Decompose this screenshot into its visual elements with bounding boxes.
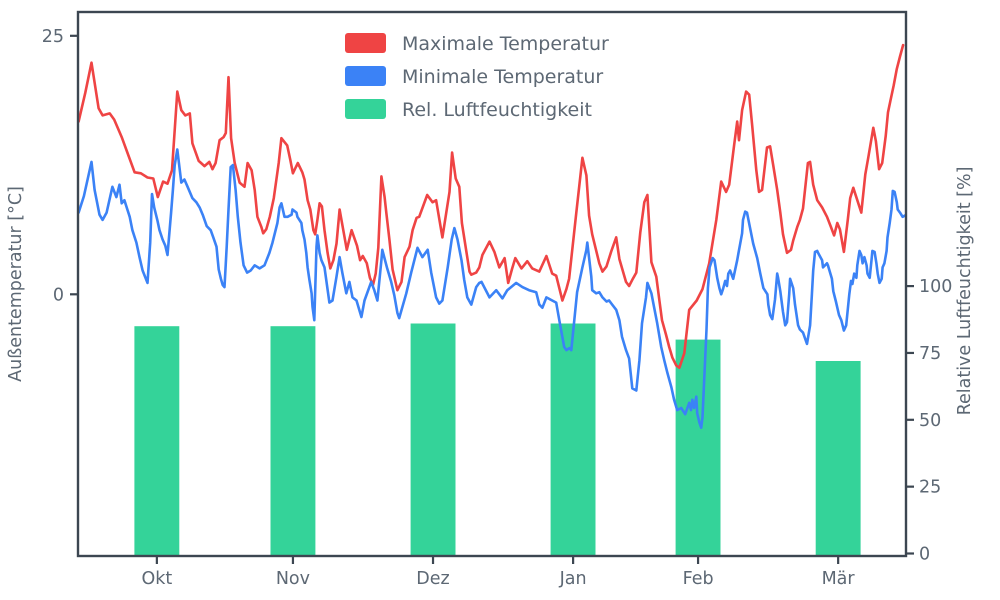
temperature-lines-layer	[78, 43, 906, 430]
humidity-bar-Dez	[410, 323, 456, 556]
legend-label-humidity: Rel. Luftfeuchtigkeit	[402, 99, 592, 121]
legend-label-max-temp: Maximale Temperatur	[402, 33, 609, 55]
x-tick-label-Okt: Okt	[142, 569, 173, 589]
left-tick-label: 25	[42, 27, 64, 47]
humidity-bar-Mär	[815, 361, 861, 556]
x-tick-label-Feb: Feb	[683, 569, 714, 589]
right-tick-label: 75	[919, 344, 941, 364]
x-tick-label-Mär: Mär	[822, 569, 856, 589]
humidity-bar-Jan	[550, 323, 596, 556]
x-tick-label-Nov: Nov	[276, 569, 310, 589]
humidity-bars-layer	[134, 323, 861, 556]
legend-swatch-humidity	[345, 99, 386, 119]
max-temperature-line	[78, 43, 905, 370]
left-axis-label: Außentemperatur [°C]	[6, 186, 26, 382]
legend-label-min-temp: Minimale Temperatur	[402, 66, 603, 88]
tick-labels-layer: 0 25 0 25 50 75 100 Okt Nov Dez Jan Feb Mär	[42, 27, 953, 589]
min-temperature-line	[78, 148, 906, 430]
legend: Maximale Temperatur Minimale Temperatur …	[345, 33, 609, 121]
ticks-layer	[70, 34, 914, 564]
legend-swatch-min-temp	[345, 66, 386, 86]
legend-swatch-max-temp	[345, 33, 386, 53]
humidity-bar-Feb	[675, 339, 721, 556]
right-axis-label: Relative Luftfeuchtigkeit [%]	[955, 167, 975, 416]
x-tick-label-Jan: Jan	[559, 569, 587, 589]
plot-frame	[76, 10, 908, 558]
right-tick-label: 0	[919, 545, 930, 565]
left-tick-label: 0	[53, 285, 64, 305]
humidity-bar-Okt	[134, 326, 180, 556]
right-tick-label: 50	[919, 411, 941, 431]
x-tick-label-Dez: Dez	[416, 569, 449, 589]
right-tick-label: 100	[919, 277, 952, 297]
right-tick-label: 25	[919, 478, 941, 498]
humidity-bar-Nov	[270, 326, 316, 556]
